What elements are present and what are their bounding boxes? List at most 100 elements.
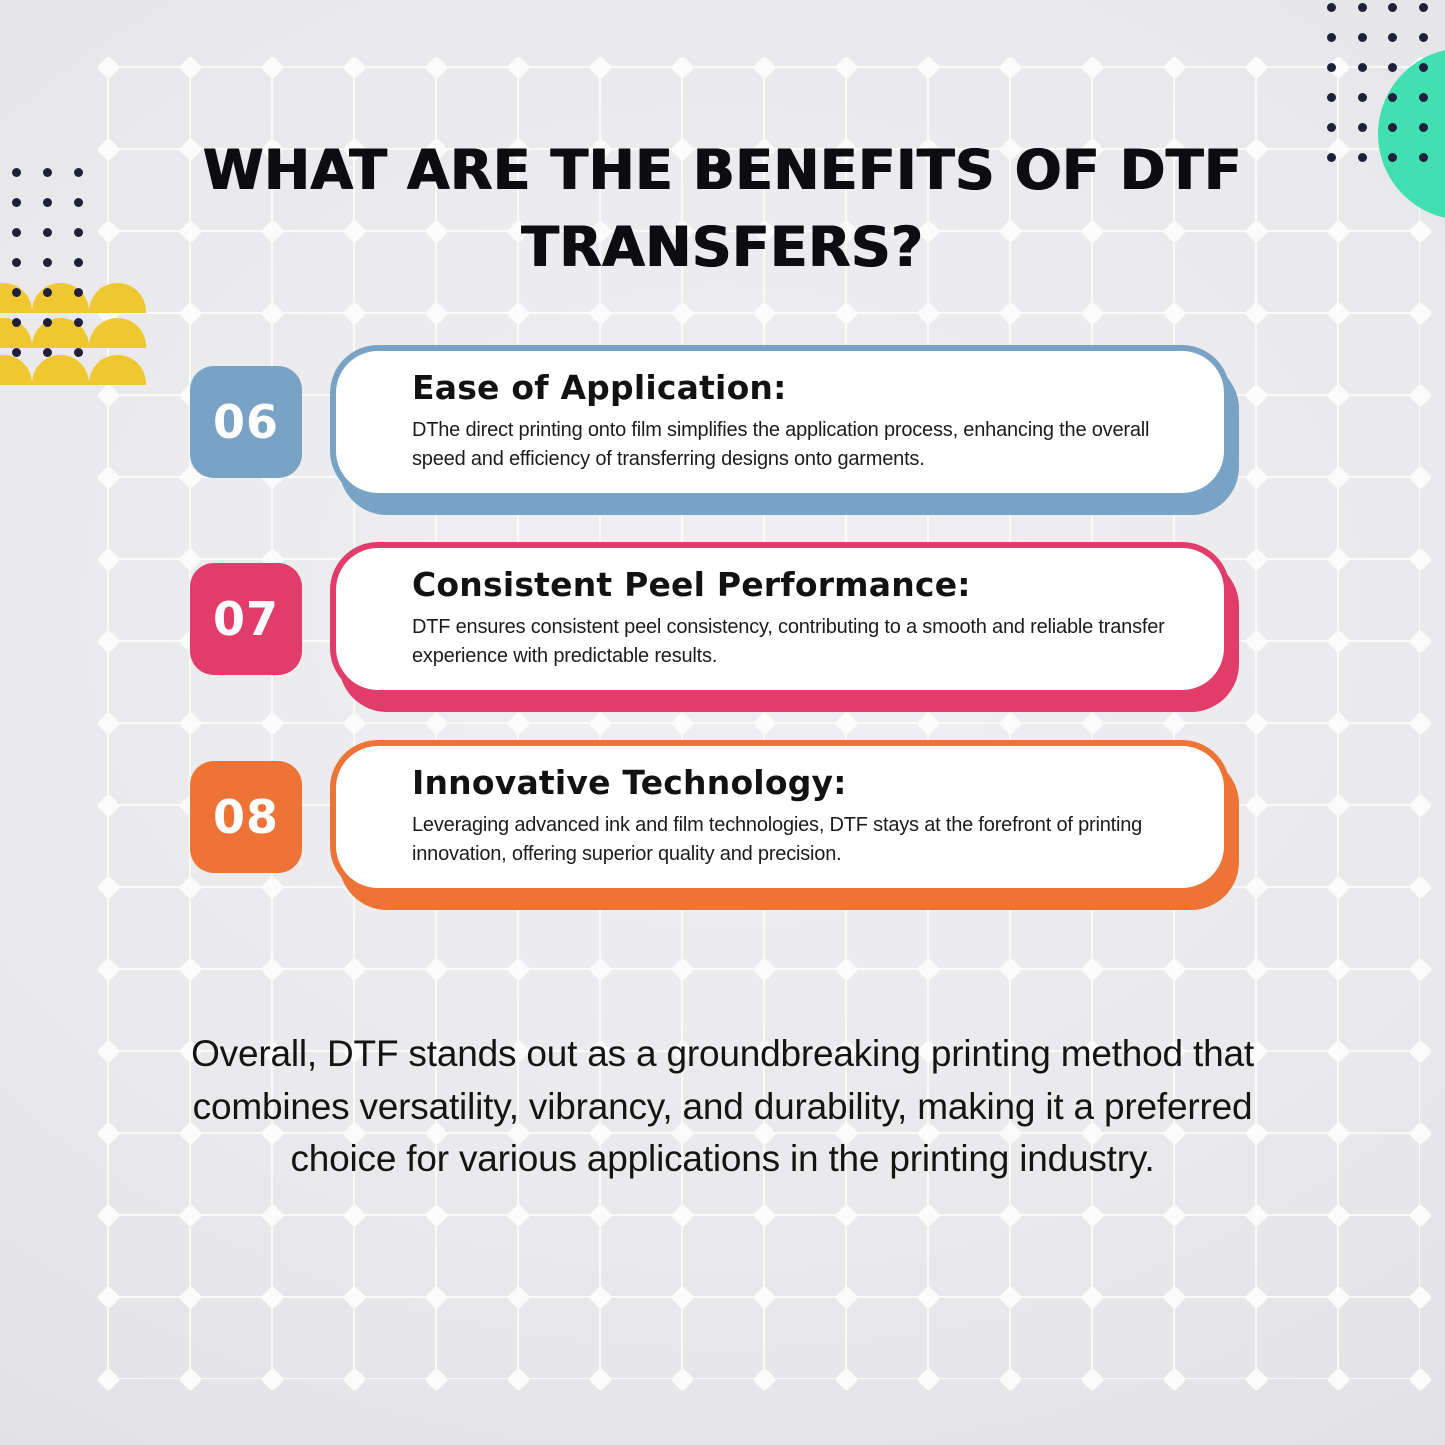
grid-node [1325,956,1351,982]
grid-node [751,300,777,326]
benefit-heading: Consistent Peel Performance: [412,565,971,604]
grid-node [1243,628,1269,654]
yellow-semicircle [89,318,146,348]
grid-node [95,1284,121,1310]
grid-node [423,1366,449,1392]
grid-node [915,956,941,982]
grid-node [1079,710,1105,736]
decorative-dot [1327,3,1336,12]
grid-node [259,710,285,736]
grid-node [1407,382,1433,408]
grid-node [997,1284,1023,1310]
decorative-dot [1418,63,1428,72]
decorative-dot [43,168,52,177]
decorative-dot [12,168,21,177]
grid-node [751,1366,777,1392]
decorative-dot [1388,153,1397,162]
decorative-dot [1357,93,1367,102]
grid-node [1161,710,1187,736]
decorative-dot [1357,153,1367,162]
grid-node [751,956,777,982]
grid-node [1407,792,1433,818]
grid-node [1161,300,1187,326]
grid-node [341,1366,367,1392]
grid-node [587,1284,613,1310]
grid-node [505,54,531,80]
grid-node [1243,1202,1269,1228]
grid-node [259,1202,285,1228]
grid-node [1079,956,1105,982]
grid-node [1325,628,1351,654]
decorative-dot [1418,153,1428,162]
grid-node [1325,1038,1351,1064]
grid-node [177,710,203,736]
grid-node [95,136,121,162]
grid-node [1325,1202,1351,1228]
grid-node [423,300,449,326]
grid-node [587,1366,613,1392]
grid-node [505,956,531,982]
grid-node [341,956,367,982]
decorative-dot [12,258,21,267]
grid-node [1407,956,1433,982]
grid-node [95,464,121,490]
grid-node [95,792,121,818]
benefit-card-body: Innovative Technology: Leveraging advanc… [330,740,1230,894]
grid-node [997,1202,1023,1228]
benefit-number-badge: 06 [190,365,302,478]
yellow-semicircle [89,355,146,385]
grid-node [505,300,531,326]
grid-node [669,1366,695,1392]
grid-node [259,1284,285,1310]
decorative-dot [12,318,21,327]
closing-paragraph: Overall, DTF stands out as a groundbreak… [191,1033,1254,1180]
benefit-number: 07 [212,591,279,646]
benefit-heading: Ease of Application: [412,368,787,407]
grid-node [505,1202,531,1228]
grid-node [1325,710,1351,736]
decorative-dot [1388,63,1397,72]
grid-node [833,300,859,326]
decorative-dot [43,318,52,327]
decorative-dot [74,288,83,297]
grid-node [95,1202,121,1228]
grid-node [997,956,1023,982]
grid-node [1407,1366,1433,1392]
grid-node [1407,710,1433,736]
grid-node [1325,792,1351,818]
grid-node [95,956,121,982]
grid-node [1161,1202,1187,1228]
grid-node [1407,1284,1433,1310]
grid-node [997,710,1023,736]
grid-node [95,628,121,654]
dot-grid-top-right-decoration [1327,3,1428,168]
grid-node [1407,546,1433,572]
decorative-dot [74,348,83,357]
grid-node [1407,300,1433,326]
grid-node [1243,792,1269,818]
decorative-dot [74,168,83,177]
decorative-dot [1388,93,1397,102]
grid-node [915,300,941,326]
grid-node [1243,546,1269,572]
grid-node [505,1366,531,1392]
grid-node [1325,218,1351,244]
grid-node [751,710,777,736]
background-grid [95,54,1433,1392]
grid-node [587,1202,613,1228]
grid-node [1407,218,1433,244]
grid-node [177,54,203,80]
grid-node [259,1366,285,1392]
decorative-dot [12,198,21,207]
grid-node [177,1366,203,1392]
grid-node [95,54,121,80]
grid-node [1243,1366,1269,1392]
benefit-number: 06 [212,394,279,449]
grid-node [1079,1202,1105,1228]
grid-node [95,1120,121,1146]
grid-node [1325,464,1351,490]
grid-node [833,1366,859,1392]
grid-node [751,1284,777,1310]
decorative-dot [1357,123,1367,132]
